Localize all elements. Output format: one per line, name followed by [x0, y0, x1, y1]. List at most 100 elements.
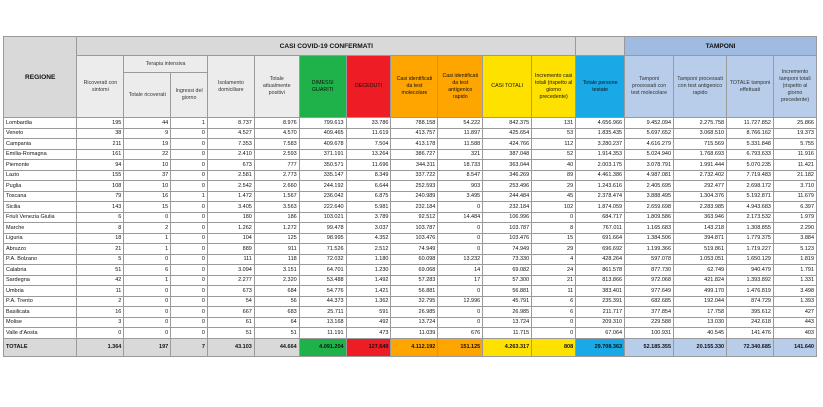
table-cell: 519.861: [673, 243, 728, 255]
table-cell: 11.421: [772, 159, 818, 171]
total-cell: 1.364: [76, 337, 125, 357]
table-cell: 8.737: [206, 117, 255, 129]
table-cell: 11.679: [772, 190, 818, 202]
col-casi-totali: CASI TOTALI: [482, 55, 533, 118]
table-cell: 112: [531, 138, 577, 150]
table-cell: 0: [123, 316, 172, 328]
table-cell: 2.660: [253, 180, 300, 192]
table-cell: 409.465: [298, 127, 347, 139]
table-cell: 673: [206, 159, 255, 171]
table-cell: 8: [76, 222, 125, 234]
table-cell: 25.866: [772, 117, 818, 129]
header-spacer: [575, 36, 626, 56]
table-cell: 676: [437, 327, 484, 339]
table-cell: 141.476: [726, 327, 774, 339]
table-cell: 1.331: [772, 274, 818, 286]
table-cell: 1.835.435: [575, 127, 626, 139]
region-name: Molise: [2, 316, 78, 328]
table-cell: 7.719.483: [726, 169, 774, 181]
col-deceduti: DECEDUTI: [345, 55, 392, 118]
table-cell: 143: [76, 201, 125, 213]
table-cell: 321: [437, 148, 484, 160]
table-cell: 2.277: [206, 274, 255, 286]
table-cell: 192.044: [673, 295, 728, 307]
table-cell: 2.410: [206, 148, 255, 160]
table-cell: 0: [437, 232, 484, 244]
table-cell: 13.724: [482, 316, 533, 328]
table-cell: 0: [170, 306, 208, 318]
table-row: Puglia 108 10 0 2.542 2.660 244.192 6.644 252.59…: [2, 180, 818, 192]
table-cell: 54.776: [298, 285, 347, 297]
table-row: Campania 211 19 0 7.353 7.583 409.678 7.504 413.…: [2, 138, 818, 150]
table-cell: 222.640: [298, 201, 347, 213]
table-cell: 2.512: [345, 243, 392, 255]
table-cell: 8.766.162: [726, 127, 774, 139]
region-name: Friuli Venezia Giulia: [2, 211, 78, 223]
table-cell: 903: [437, 180, 484, 192]
table-cell: 103.787: [482, 222, 533, 234]
table-cell: 6.397: [772, 201, 818, 213]
table-cell: 715.569: [673, 138, 728, 150]
table-cell: 15: [123, 201, 172, 213]
region-name: Calabria: [2, 264, 78, 276]
table-cell: 3.037: [345, 222, 392, 234]
table-cell: 6.644: [345, 180, 392, 192]
table-cell: 813.866: [575, 274, 626, 286]
col-incremento-tamponi: Incremento tamponi totali (rispetto al g…: [772, 55, 818, 118]
table-cell: 11.897: [437, 127, 484, 139]
region-name: Liguria: [2, 232, 78, 244]
table-cell: 103.787: [390, 222, 439, 234]
table-cell: 591: [345, 306, 392, 318]
table-cell: 861.578: [575, 264, 626, 276]
table-cell: 209.310: [575, 316, 626, 328]
table-cell: 5.070.235: [726, 159, 774, 171]
table-cell: 235.391: [575, 295, 626, 307]
table-cell: 2.405.695: [624, 180, 675, 192]
table-cell: 11.696: [345, 159, 392, 171]
table-cell: 244.484: [482, 190, 533, 202]
table-cell: 0: [170, 316, 208, 328]
total-cell: 52.185.355: [624, 337, 675, 357]
table-cell: 6: [76, 211, 125, 223]
table-cell: 51: [253, 327, 300, 339]
table-cell: 19.373: [772, 127, 818, 139]
covid-data-table: REGIONE CASI COVID-19 CONFERMATI TAMPONI…: [2, 36, 818, 357]
table-row: Sicilia 143 15 0 3.405 3.563 222.640 5.981 232.1…: [2, 201, 818, 213]
table-cell: 211: [76, 138, 125, 150]
table-cell: 1.476.819: [726, 285, 774, 297]
table-cell: 0: [123, 211, 172, 223]
table-cell: 1.991.444: [673, 159, 728, 171]
table-cell: 4.570: [253, 127, 300, 139]
table-cell: 4: [531, 253, 577, 265]
table-cell: 0: [531, 316, 577, 328]
table-cell: 69.068: [390, 264, 439, 276]
region-name: Abruzzo: [2, 243, 78, 255]
region-name: P.A. Trento: [2, 295, 78, 307]
table-row: Calabria 51 6 0 3.094 3.151 64.701 1.230 69.068 1…: [2, 264, 818, 276]
table-cell: 29: [531, 243, 577, 255]
table-cell: 94: [76, 159, 125, 171]
region-name: Umbria: [2, 285, 78, 297]
table-cell: 16: [76, 306, 125, 318]
total-cell: 43.103: [206, 337, 255, 357]
table-cell: 56: [253, 295, 300, 307]
table-row: Toscana 79 16 1 1.472 1.567 236.042 6.875 240.98…: [2, 190, 818, 202]
table-cell: 5.981: [345, 201, 392, 213]
table-cell: 74.949: [390, 243, 439, 255]
table-cell: 0: [437, 201, 484, 213]
table-cell: 691.664: [575, 232, 626, 244]
table-cell: 53.488: [298, 274, 347, 286]
table-cell: 229.588: [624, 316, 675, 328]
table-cell: 51: [206, 327, 255, 339]
total-cell: 4.263.317: [482, 337, 533, 357]
table-cell: 7.353: [206, 138, 255, 150]
table-cell: 371.191: [298, 148, 347, 160]
table-cell: 13.724: [390, 316, 439, 328]
table-cell: 4.943.683: [726, 201, 774, 213]
region-name: Lazio: [2, 169, 78, 181]
table-cell: 350.571: [298, 159, 347, 171]
table-cell: 0: [170, 211, 208, 223]
table-cell: 18: [76, 232, 125, 244]
col-dimessi-guariti: DIMESSI GUARITI: [298, 55, 347, 118]
table-cell: 0: [170, 285, 208, 297]
